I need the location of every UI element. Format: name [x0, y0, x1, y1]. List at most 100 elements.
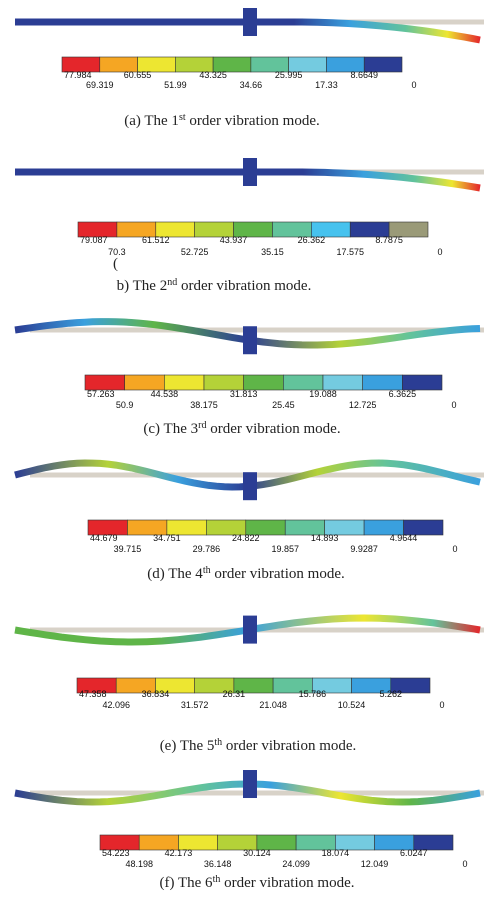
legend-swatch — [244, 375, 284, 390]
legend-label: 39.715 — [114, 544, 142, 554]
hub — [243, 472, 257, 500]
legend-label: 57.263 — [87, 389, 115, 399]
stray-mark: ( — [113, 256, 118, 272]
legend-label: 5.262 — [380, 689, 403, 699]
legend-label: 25.995 — [275, 70, 303, 80]
legend-swatch — [204, 375, 244, 390]
legend-label: 61.512 — [142, 235, 170, 245]
legend-swatch — [363, 375, 403, 390]
caption-sup: rd — [198, 420, 206, 431]
figure: 77.984 60.655 43.325 25.995 8.6649 69.319 51.9… — [0, 0, 484, 900]
legend-label: 54.223 — [102, 848, 130, 858]
caption-sup: nd — [167, 277, 177, 288]
legend-label: 0 — [437, 247, 442, 257]
legend-label: 12.725 — [349, 400, 377, 410]
legend-label: 17.33 — [315, 80, 338, 90]
legend-label: 35.15 — [261, 247, 284, 257]
caption: (e) The 5th order vibration mode. — [160, 737, 357, 754]
panel: 54.223 42.173 30.124 18.074 6.0247 48.198 36.1… — [15, 770, 484, 891]
legend-swatch — [402, 375, 442, 390]
legend-swatch — [164, 375, 204, 390]
legend-label: 14.893 — [311, 533, 339, 543]
legend-label: 24.822 — [232, 533, 260, 543]
legend-label: 0 — [411, 80, 416, 90]
caption-text: order vibration mode. — [211, 566, 345, 582]
legend-label: 21.048 — [259, 700, 287, 710]
panel: 44.679 34.751 24.822 14.893 4.9644 39.715 29.7… — [15, 463, 484, 582]
legend-label: 26.362 — [298, 235, 326, 245]
panel: 47.358 36.834 26.31 15.786 5.262 42.096 31.572… — [15, 616, 484, 754]
legend-label: 42.173 — [165, 848, 193, 858]
legend-label: 26.31 — [223, 689, 246, 699]
caption: (c) The 3rd order vibration mode. — [143, 420, 340, 437]
legend-label: 9.9287 — [350, 544, 378, 554]
legend-label: 77.984 — [64, 70, 92, 80]
caption-sup: th — [213, 874, 221, 885]
caption: (f) The 6th order vibration mode. — [160, 874, 355, 891]
legend-label: 29.786 — [193, 544, 221, 554]
legend-label: 31.572 — [181, 700, 209, 710]
legend-swatch — [85, 375, 125, 390]
caption: (d) The 4th order vibration mode. — [147, 565, 344, 582]
legend-label: 36.148 — [204, 859, 232, 869]
legend-swatch — [323, 375, 363, 390]
caption-sup: th — [203, 565, 211, 576]
legend-label: 42.096 — [102, 700, 130, 710]
caption-text: (e) The 5 — [160, 738, 215, 754]
legend-label: 31.813 — [230, 389, 258, 399]
legend-label: 17.575 — [336, 247, 364, 257]
hub — [243, 326, 257, 354]
legend-label: 18.074 — [322, 848, 350, 858]
legend-label: 50.9 — [116, 400, 134, 410]
legend-label: 69.319 — [86, 80, 114, 90]
legend-label: 48.198 — [125, 859, 153, 869]
caption: (a) The 1st order vibration mode. — [124, 112, 320, 129]
legend-label: 0 — [452, 544, 457, 554]
legend-label: 43.325 — [199, 70, 227, 80]
legend-label: 47.358 — [79, 689, 107, 699]
panel: 57.263 44.538 31.813 19.088 6.3625 50.9 38.175… — [15, 322, 484, 437]
legend-label: 19.088 — [309, 389, 337, 399]
legend-label: 0 — [451, 400, 456, 410]
legend-label: 43.937 — [220, 235, 248, 245]
legend-label: 8.7875 — [375, 235, 403, 245]
caption: b) The 2nd order vibration mode. — [117, 277, 312, 294]
legend-label: 15.786 — [299, 689, 327, 699]
legend-label: 24.099 — [282, 859, 310, 869]
panel: 79.08761.51243.93726.3628.787570.352.725… — [15, 158, 484, 294]
caption-text: order vibration mode. — [177, 278, 311, 294]
legend-label: 4.9644 — [390, 533, 418, 543]
caption-text: (a) The 1 — [124, 113, 179, 129]
legend-label: 36.834 — [142, 689, 170, 699]
caption-text: (d) The 4 — [147, 566, 203, 582]
hub — [243, 770, 257, 798]
legend-label: 12.049 — [361, 859, 389, 869]
legend-label: 8.6649 — [350, 70, 378, 80]
legend-label: 10.524 — [338, 700, 366, 710]
legend-label: 0 — [439, 700, 444, 710]
caption-text: order vibration mode. — [186, 113, 320, 129]
legend-label: 6.0247 — [400, 848, 428, 858]
legend-label: 34.66 — [240, 80, 263, 90]
legend-swatch — [283, 375, 323, 390]
legend-label: 52.725 — [181, 247, 209, 257]
legend-swatch — [125, 375, 165, 390]
caption-text: (c) The 3 — [143, 421, 198, 437]
legend-label: 44.538 — [151, 389, 179, 399]
legend-label: 44.679 — [90, 533, 118, 543]
hub — [243, 8, 257, 36]
caption-sup: th — [214, 737, 222, 748]
legend-label: 6.3625 — [389, 389, 417, 399]
caption-text: order vibration mode. — [206, 421, 340, 437]
legend-label: 38.175 — [190, 400, 218, 410]
hub — [243, 158, 257, 186]
legend-label: 25.45 — [272, 400, 295, 410]
caption-text: (f) The 6 — [160, 875, 214, 891]
legend-label: 60.655 — [124, 70, 152, 80]
caption-text: order vibration mode. — [220, 875, 354, 891]
legend-label: 51.99 — [164, 80, 187, 90]
legend-label: 19.857 — [271, 544, 299, 554]
legend-label: 0 — [462, 859, 467, 869]
legend-label: 34.751 — [153, 533, 181, 543]
legend-label: 30.124 — [243, 848, 271, 858]
